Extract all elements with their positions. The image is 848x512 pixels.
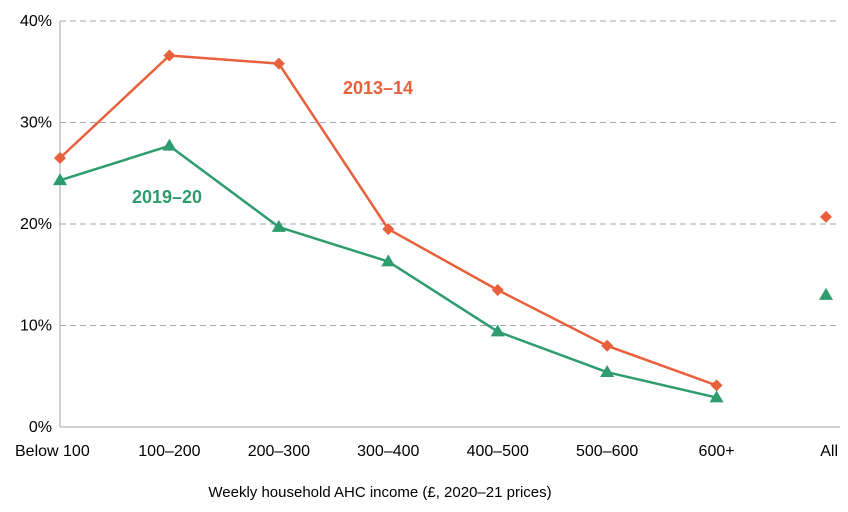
x-axis-tick-labels: Below 100 100–200 200–300 300–400 400–500 500…	[15, 443, 838, 460]
y-tick-label: 30%	[20, 115, 52, 132]
x-tick-label: 300–400	[357, 443, 419, 460]
data-point-triangle	[819, 287, 833, 300]
y-axis-tick-labels: 0% 10% 20% 30% 40%	[20, 13, 52, 436]
y-tick-label: 40%	[20, 13, 52, 30]
data-point-triangle	[709, 390, 724, 403]
x-tick-label: 100–200	[138, 443, 200, 460]
grid-lines	[60, 20, 840, 326]
data-point-diamond	[54, 152, 66, 165]
x-tick-label: 600+	[699, 443, 735, 460]
x-tick-label: 400–500	[467, 443, 529, 460]
data-point-diamond	[272, 57, 285, 70]
y-tick-label: 10%	[20, 318, 52, 335]
x-tick-label: Below 100	[15, 443, 90, 460]
data-point-triangle	[381, 254, 396, 267]
data-point-triangle	[490, 324, 505, 337]
series-line	[59, 54, 717, 387]
y-tick-label: 0%	[29, 419, 52, 436]
series-label: 2013–14	[343, 78, 413, 98]
series-label: 2019–20	[132, 187, 202, 207]
data-point-diamond	[820, 210, 832, 223]
x-tick-label: 500–600	[576, 443, 638, 460]
data-point-diamond	[601, 339, 614, 352]
axes	[59, 21, 840, 428]
data-point-diamond	[491, 283, 504, 296]
series-labels: 2013–14 2019–20	[132, 78, 413, 207]
data-point-triangle	[271, 219, 286, 232]
data-point-diamond	[382, 223, 395, 236]
y-tick-label: 20%	[20, 216, 52, 233]
x-tick-label: All	[820, 443, 838, 460]
data-point-triangle	[162, 138, 177, 151]
x-axis-title: Weekly household AHC income (£, 2020–21 …	[208, 484, 551, 501]
series-markers	[53, 49, 833, 403]
data-point-diamond	[163, 49, 176, 62]
x-tick-label: 200–300	[248, 443, 310, 460]
series-line	[59, 144, 717, 399]
data-point-triangle	[53, 173, 67, 186]
data-point-triangle	[600, 364, 615, 377]
data-point-diamond	[710, 379, 723, 392]
